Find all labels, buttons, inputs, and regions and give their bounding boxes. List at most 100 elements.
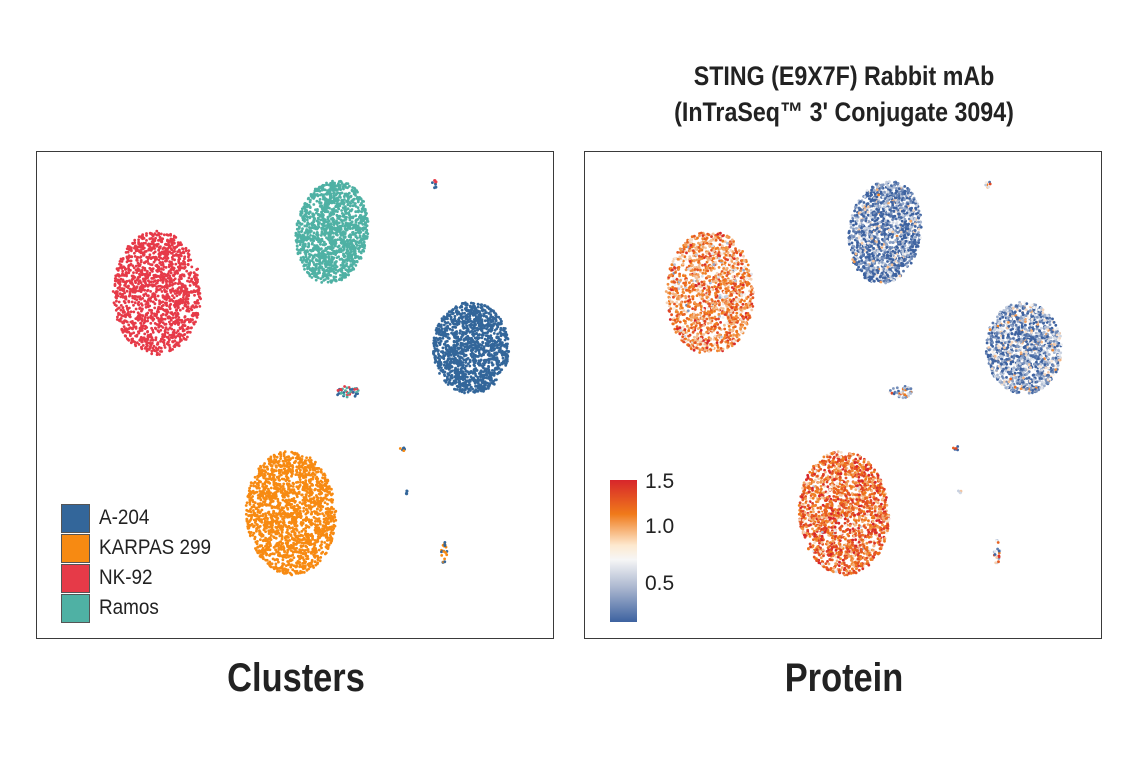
cell-point (161, 333, 164, 336)
cell-point (119, 263, 123, 267)
cell-point (327, 237, 331, 241)
cell-point (492, 373, 495, 377)
cell-point (322, 267, 326, 271)
cell-point (347, 265, 351, 269)
cell-point (446, 359, 449, 362)
cell-point (502, 361, 505, 365)
cell-point (149, 321, 153, 325)
cell-point (264, 530, 267, 533)
cell-point (151, 234, 155, 238)
cell-point (461, 302, 465, 305)
cell-point (197, 287, 201, 290)
cell-point (135, 271, 138, 274)
cell-point (441, 350, 445, 353)
cell-point (357, 226, 361, 230)
cell-point (336, 210, 339, 213)
cell-point (349, 239, 353, 242)
cell-point (163, 256, 167, 259)
cell-point (302, 235, 305, 239)
cell-point (461, 312, 464, 315)
cell-point (446, 383, 450, 386)
cell-point (152, 274, 156, 277)
cell-point (309, 194, 313, 198)
cell-point (314, 278, 318, 282)
cell-point (325, 181, 328, 185)
cell-point (312, 496, 316, 500)
cell-point (507, 350, 510, 354)
cell-point (135, 333, 139, 337)
cell-point (342, 276, 346, 279)
cell-point (461, 325, 465, 328)
cell-point (143, 280, 147, 284)
cell-point (169, 336, 173, 339)
cell-point (162, 265, 166, 269)
cell-point (173, 292, 177, 295)
cell-point (449, 317, 453, 321)
cell-point (184, 249, 188, 253)
cell-point (145, 301, 149, 305)
cell-point (309, 234, 312, 237)
cell-point (472, 368, 476, 371)
cell-point (186, 318, 190, 321)
cell-point (162, 276, 165, 280)
cell-point (322, 240, 326, 244)
cell-point (326, 502, 329, 506)
cell-point (300, 222, 304, 226)
cell-point (314, 208, 317, 212)
cell-point (276, 497, 280, 501)
cell-point (183, 304, 187, 308)
cell-point (152, 251, 156, 255)
cell-point (322, 213, 325, 217)
cell-point (259, 538, 262, 541)
cell-point (357, 210, 360, 214)
cell-point (171, 316, 175, 320)
cell-point (171, 294, 174, 297)
cell-point (449, 353, 453, 357)
cell-point (447, 378, 451, 381)
cell-point (145, 313, 149, 317)
cell-point (452, 379, 456, 383)
cell-point (492, 311, 496, 314)
cell-point (485, 339, 489, 342)
cell-point (306, 245, 310, 249)
cell-point (146, 338, 150, 341)
cell-point (195, 289, 199, 293)
cell-point (471, 330, 475, 334)
cell-point (492, 348, 496, 351)
cell-point (276, 487, 280, 490)
cell-point (324, 192, 328, 196)
cell-point (478, 318, 482, 321)
cell-point (298, 233, 302, 236)
cell-point (478, 375, 482, 378)
cell-point (248, 534, 252, 538)
cell-point (331, 238, 334, 242)
cell-point (299, 241, 303, 244)
cell-point (334, 278, 338, 282)
cell-point (154, 346, 158, 350)
cell-point (137, 343, 141, 346)
cell-point (164, 309, 167, 313)
cell-point (318, 221, 321, 225)
cell-point (178, 293, 181, 296)
cell-point (483, 326, 486, 330)
cell-point (480, 308, 484, 312)
cell-point (176, 290, 180, 294)
cell-point (307, 525, 311, 529)
cell-point (444, 380, 448, 384)
cell-point (354, 205, 358, 208)
cell-point (443, 320, 447, 324)
cell-point (329, 251, 332, 255)
cell-point (175, 303, 179, 307)
cell-point (432, 344, 436, 348)
cell-point (455, 358, 459, 362)
cell-point (339, 227, 343, 231)
cell-point (326, 280, 330, 284)
cell-point (359, 227, 363, 231)
cell-point (127, 300, 131, 304)
cell-point (306, 265, 309, 269)
cell-point (340, 199, 343, 203)
cell-point (192, 271, 196, 275)
cell-point (493, 367, 497, 371)
cell-point (300, 209, 304, 213)
cell-point (167, 270, 171, 273)
